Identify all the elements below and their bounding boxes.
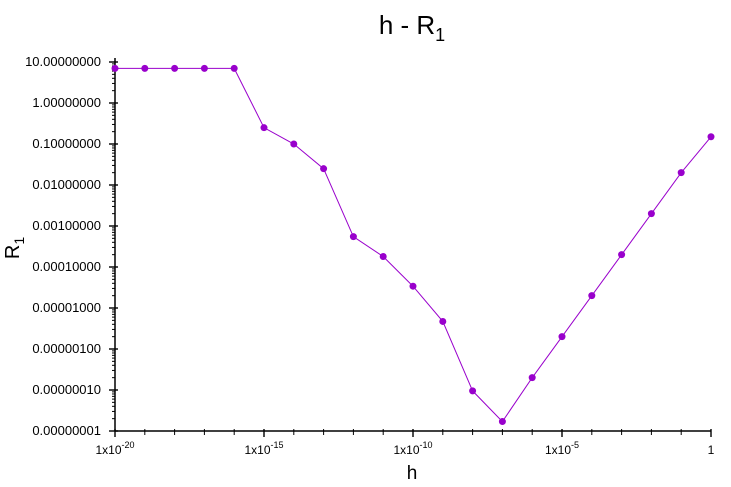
x-tick-label-base: 1: [708, 443, 715, 457]
x-tick-label-exponent: -10: [420, 440, 433, 450]
y-axis-label-subscript: 1: [11, 237, 27, 245]
data-point: [528, 374, 536, 382]
data-point: [349, 233, 357, 241]
data-point: [230, 64, 238, 72]
x-tick-label: 1: [708, 443, 715, 457]
data-point: [290, 140, 298, 148]
y-tick-label: 10.00000000: [25, 54, 101, 69]
x-tick-label-base: 1x10: [393, 443, 419, 457]
x-axis-label: h: [407, 463, 418, 482]
data-point: [320, 165, 328, 173]
data-point: [111, 64, 119, 72]
x-tick-label-exponent: -20: [122, 440, 135, 450]
x-tick-label: 1x10-10: [393, 440, 432, 457]
data-point: [558, 333, 566, 341]
data-point: [141, 64, 149, 72]
data-point: [171, 64, 179, 72]
chart-title: h - R1: [379, 10, 445, 45]
y-tick-label: 0.10000000: [32, 136, 101, 151]
y-tick-label: 0.01000000: [32, 177, 101, 192]
x-tick-label: 1x10-5: [545, 440, 579, 457]
y-axis-label-base: R: [2, 245, 24, 259]
chart-title-base: h - R: [379, 10, 435, 40]
x-tick-label: 1x10-20: [95, 440, 134, 457]
chart-title-subscript: 1: [435, 25, 445, 45]
data-point: [647, 210, 655, 218]
series-layer: [111, 64, 715, 426]
y-tick-label: 0.00000100: [32, 341, 101, 356]
data-point: [707, 133, 715, 141]
data-point: [379, 253, 387, 261]
x-tick-label-base: 1x10: [95, 443, 121, 457]
data-point: [618, 251, 626, 259]
x-tick-label-base: 1x10: [244, 443, 270, 457]
x-axis: 1x10-20 1x10-15 1x10-10 1x10-5 1: [95, 429, 715, 457]
data-point: [469, 387, 477, 395]
y-tick-label: 0.00100000: [32, 218, 101, 233]
data-point: [498, 418, 506, 426]
data-point: [409, 282, 417, 290]
data-point: [200, 64, 208, 72]
x-tick-label-exponent: -15: [271, 440, 284, 450]
data-point: [588, 292, 596, 300]
data-point: [260, 124, 268, 132]
x-tick-label: 1x10-15: [244, 440, 283, 457]
y-axis-label: R1: [2, 237, 27, 259]
series-line: [115, 67, 712, 423]
x-tick-label-base: 1x10: [545, 443, 571, 457]
data-point: [439, 317, 447, 325]
data-point: [677, 169, 685, 177]
x-tick-label-exponent: -5: [571, 440, 579, 450]
y-axis: 10.00000000 1.00000000 0.10000000 0.0100000…: [25, 54, 118, 438]
y-tick-label: 0.00001000: [32, 300, 101, 315]
y-tick-label: 0.00000001: [32, 423, 101, 438]
y-tick-label: 1.00000000: [32, 95, 101, 110]
y-tick-label: 0.00010000: [32, 259, 101, 274]
y-tick-label: 0.00000010: [32, 382, 101, 397]
